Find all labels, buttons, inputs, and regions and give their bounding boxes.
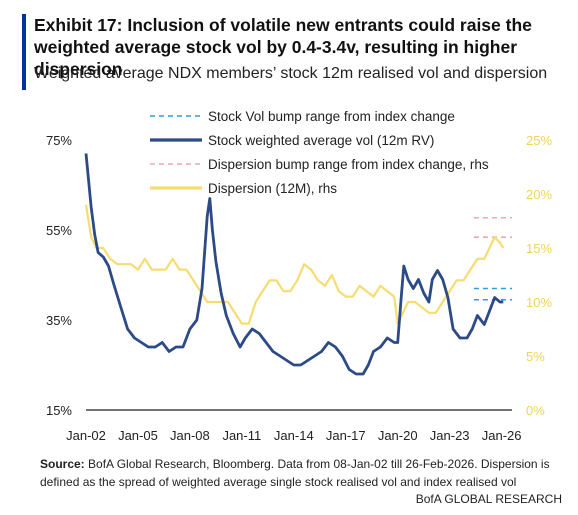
right-axis-tick-label: 25%: [526, 133, 552, 148]
chart-subtitle: Weighted average NDX members’ stock 12m …: [34, 65, 548, 82]
x-axis-tick-label: Jan-08: [170, 428, 210, 443]
right-axis: 0% 5% 10% 15% 20% 25%: [526, 133, 552, 418]
left-axis-tick-label: 35%: [46, 313, 72, 328]
right-axis-tick-label: 5%: [526, 349, 545, 364]
source-note: Source: BofA Global Research, Bloomberg.…: [40, 455, 570, 491]
left-axis-tick-label: 15%: [46, 403, 72, 418]
x-axis: Jan-02 Jan-05 Jan-08 Jan-11 Jan-14 Jan-17 Jan-…: [66, 409, 522, 443]
source-label: Source:: [40, 457, 85, 471]
legend: Stock Vol bump range from index change St…: [150, 109, 489, 196]
right-axis-tick-label: 15%: [526, 241, 552, 256]
legend-label: Dispersion (12M), rhs: [208, 181, 337, 196]
legend-label: Stock Vol bump range from index change: [208, 109, 455, 124]
stock-vol-series-line: [84, 153, 504, 376]
x-axis-tick-label: Jan-14: [274, 428, 314, 443]
legend-label: Dispersion bump range from index change,…: [208, 157, 489, 172]
left-axis-tick-label: 55%: [46, 223, 72, 238]
left-axis-tick-label: 75%: [46, 133, 72, 148]
dispersion-series-line: [84, 204, 505, 325]
source-text: BofA Global Research, Bloomberg. Data fr…: [40, 457, 550, 489]
legend-label: Stock weighted average vol (12m RV): [208, 133, 434, 148]
right-axis-tick-label: 20%: [526, 187, 552, 202]
right-axis-tick-label: 10%: [526, 295, 552, 310]
x-axis-tick-label: Jan-05: [118, 428, 158, 443]
x-axis-tick-label: Jan-17: [326, 428, 366, 443]
title-accent-bar: [22, 14, 26, 90]
x-axis-tick-label: Jan-11: [222, 428, 261, 443]
series-lines: [84, 153, 505, 376]
left-axis: 15% 35% 55% 75%: [46, 133, 72, 418]
brand-footer: BofA GLOBAL RESEARCH: [415, 492, 562, 506]
x-axis-tick-label: Jan-23: [430, 428, 470, 443]
chart-title: Exhibit 17: Inclusion of volatile new en…: [34, 15, 532, 79]
x-axis-tick-label: Jan-20: [378, 428, 418, 443]
x-axis-tick-label: Jan-26: [482, 428, 522, 443]
right-axis-tick-label: 0%: [526, 403, 545, 418]
x-axis-tick-label: Jan-02: [66, 428, 106, 443]
